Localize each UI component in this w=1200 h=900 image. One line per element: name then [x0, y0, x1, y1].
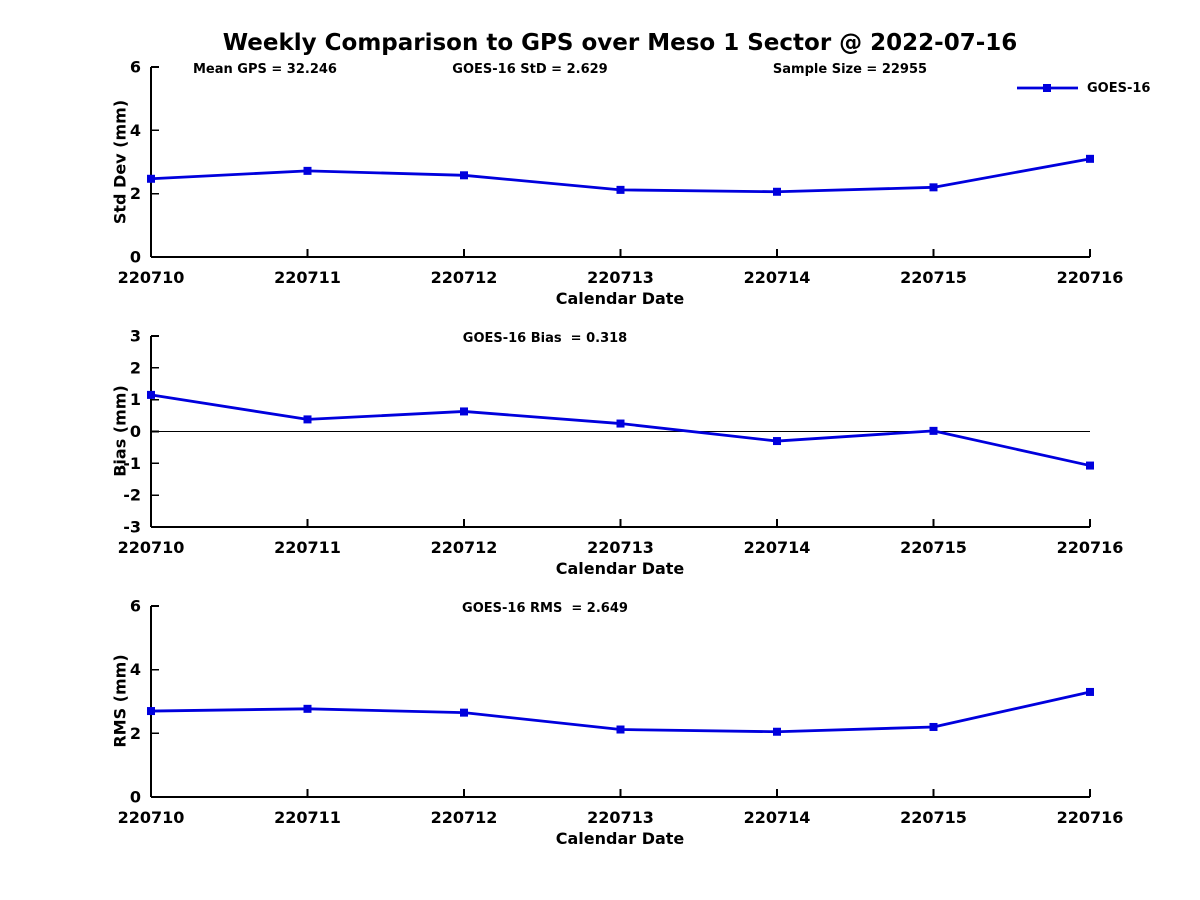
y-tick-label: 1 — [130, 390, 141, 409]
y-tick-label: 6 — [130, 597, 141, 616]
x-tick-label: 220712 — [431, 808, 498, 827]
x-tick-label: 220712 — [431, 268, 498, 287]
y-tick-label: 0 — [130, 788, 141, 807]
y-tick-label: 4 — [130, 660, 141, 679]
x-axis-label-middle: Calendar Date — [555, 559, 685, 578]
x-tick-label: 220712 — [431, 538, 498, 557]
y-tick-label: 2 — [130, 184, 141, 203]
figure-title: Weekly Comparison to GPS over Meso 1 Sec… — [222, 30, 1018, 56]
x-tick-label: 220714 — [744, 808, 811, 827]
series-marker — [147, 707, 155, 716]
x-tick-label: 220711 — [274, 268, 341, 287]
series-marker — [460, 407, 468, 416]
x-axis-label-bottom: Calendar Date — [555, 829, 685, 848]
annotation-goes16-std: GOES-16 StD = 2.629 — [452, 62, 608, 77]
series-marker — [147, 174, 155, 183]
y-tick-label: 6 — [130, 58, 141, 77]
annotation-goes16-rms: GOES-16 RMS = 2.649 — [462, 601, 628, 616]
series-line — [150, 393, 1091, 467]
x-tick-label: 220716 — [1057, 538, 1124, 557]
series-marker — [929, 183, 938, 192]
series-marker — [1086, 461, 1094, 470]
x-tick-label: 220711 — [274, 808, 341, 827]
y-tick-label: 0 — [130, 422, 141, 441]
x-tick-label: 220715 — [900, 268, 967, 287]
series-marker — [460, 171, 468, 180]
annotation-mean-gps: Mean GPS = 32.246 — [193, 62, 337, 77]
series-marker — [616, 185, 625, 194]
y-tick-label: 2 — [130, 358, 141, 377]
series-marker — [773, 187, 781, 196]
series-marker — [616, 725, 625, 734]
y-tick-label: 0 — [130, 248, 141, 267]
x-axis-label-top: Calendar Date — [555, 289, 685, 308]
series-marker — [147, 390, 155, 399]
y-tick-label: -1 — [123, 454, 141, 473]
y-tick-label: -3 — [123, 518, 141, 537]
x-tick-label: 220713 — [587, 538, 654, 557]
annotation-sample-size: Sample Size = 22955 — [772, 62, 928, 77]
legend-label: GOES-16 — [1087, 81, 1151, 96]
legend-marker — [1043, 84, 1051, 92]
series-marker — [773, 437, 781, 446]
x-tick-label: 220713 — [587, 268, 654, 287]
x-tick-label: 220710 — [118, 268, 185, 287]
series-marker — [773, 727, 781, 736]
y-tick-label: 4 — [130, 121, 141, 140]
x-tick-label: 220715 — [900, 538, 967, 557]
y-tick-label: 2 — [130, 724, 141, 743]
y-tick-label: -2 — [123, 486, 141, 505]
series-marker — [616, 419, 625, 428]
x-tick-label: 220711 — [274, 538, 341, 557]
series-marker — [303, 166, 312, 175]
x-tick-label: 220713 — [587, 808, 654, 827]
x-tick-label: 220714 — [744, 538, 811, 557]
series-marker — [1086, 154, 1094, 163]
series-marker — [929, 722, 938, 731]
series-marker — [1086, 687, 1094, 696]
x-tick-label: 220710 — [118, 538, 185, 557]
x-tick-label: 220715 — [900, 808, 967, 827]
y-tick-label: 3 — [130, 327, 141, 346]
series-marker — [303, 704, 312, 713]
x-tick-label: 220716 — [1057, 808, 1124, 827]
x-tick-label: 220716 — [1057, 268, 1124, 287]
series-marker — [929, 426, 938, 435]
series-marker — [303, 415, 312, 424]
x-tick-label: 220714 — [744, 268, 811, 287]
x-tick-label: 220710 — [118, 808, 185, 827]
series-marker — [460, 708, 468, 717]
annotation-goes16-bias: GOES-16 Bias = 0.318 — [462, 331, 628, 346]
